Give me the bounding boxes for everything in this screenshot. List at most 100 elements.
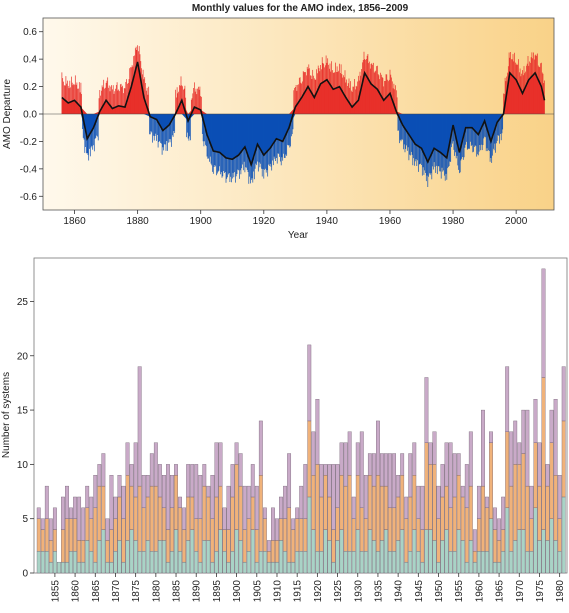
- systems-bar-top: [380, 453, 384, 487]
- systems-bar-middle: [339, 475, 344, 530]
- systems-bar-top: [400, 453, 405, 476]
- systems-bar-middle: [194, 518, 199, 552]
- systems-bar-top: [222, 507, 227, 530]
- systems-bar-middle: [432, 464, 437, 541]
- systems-bar-top: [384, 453, 388, 487]
- amo-y-tick-label: 0.2: [23, 82, 37, 93]
- systems-bar-bottom: [513, 540, 518, 574]
- systems-bar-bottom: [440, 540, 445, 574]
- systems-bar-bottom: [497, 561, 501, 574]
- systems-bar-middle: [311, 475, 316, 530]
- systems-x-tick-label: 1905: [252, 580, 263, 603]
- systems-bar-bottom: [436, 561, 441, 574]
- systems-bar-top: [525, 409, 530, 487]
- systems-y-tick-label: 5: [22, 514, 28, 525]
- systems-bar-top: [436, 485, 441, 519]
- systems-bar-middle: [234, 464, 239, 530]
- systems-bar-middle: [412, 475, 417, 530]
- systems-x-tick-label: 1915: [293, 580, 304, 603]
- systems-bar-top: [210, 475, 215, 519]
- systems-bar-middle: [166, 529, 170, 563]
- systems-bar-middle: [258, 475, 263, 552]
- systems-bar-bottom: [57, 561, 61, 574]
- systems-bar-top: [319, 464, 324, 498]
- systems-bar-top: [226, 485, 231, 530]
- systems-bar-middle: [186, 496, 191, 541]
- systems-bar-middle: [396, 496, 401, 541]
- systems-bars: [36, 268, 566, 574]
- systems-bar-bottom: [521, 529, 526, 574]
- systems-bar-middle: [153, 485, 158, 552]
- systems-bar-bottom: [525, 551, 530, 574]
- systems-bar-bottom: [226, 561, 231, 574]
- systems-bar-middle: [36, 518, 41, 552]
- systems-bar-top: [137, 366, 142, 487]
- systems-bar-bottom: [505, 507, 510, 574]
- systems-bar-middle: [226, 529, 231, 563]
- systems-bar-top: [545, 464, 550, 487]
- systems-bar-top: [481, 409, 485, 487]
- systems-bar-middle: [549, 442, 554, 519]
- systems-bar-bottom: [549, 518, 554, 574]
- systems-bar-middle: [331, 529, 336, 563]
- systems-bar-middle: [529, 518, 534, 552]
- systems-bar-middle: [493, 529, 497, 563]
- systems-bar-bottom: [153, 551, 158, 574]
- systems-bar-bottom: [141, 551, 146, 574]
- systems-bar-top: [428, 442, 433, 465]
- amo-y-tick-label: -0.6: [20, 192, 38, 203]
- systems-bar-top: [396, 475, 401, 498]
- systems-bar-bottom: [476, 551, 481, 574]
- systems-x-tick-label: 1860: [71, 580, 82, 603]
- systems-y-tick-label: 10: [17, 460, 29, 471]
- systems-bar-bottom: [283, 551, 287, 574]
- systems-bar-bottom: [396, 540, 401, 574]
- amo-x-tick-label: 1920: [253, 216, 276, 227]
- systems-bar-middle: [283, 518, 287, 552]
- systems-bar-bottom: [202, 540, 207, 574]
- systems-bar-bottom: [327, 540, 332, 574]
- systems-bar-top: [331, 464, 336, 530]
- systems-bar-bottom: [553, 540, 558, 574]
- systems-bar-middle: [315, 464, 320, 552]
- systems-bar-bottom: [448, 551, 453, 574]
- systems-bar-bottom: [101, 529, 106, 574]
- systems-bar-middle: [541, 377, 546, 530]
- systems-bar-bottom: [347, 551, 352, 574]
- systems-bar-top: [52, 507, 57, 530]
- systems-bar-top: [448, 442, 453, 509]
- amo-smoothed-line: [61, 61, 546, 168]
- systems-bar-top: [44, 485, 49, 519]
- systems-bar-middle: [404, 518, 409, 563]
- systems-bar-middle: [468, 485, 473, 541]
- systems-bar-middle: [553, 475, 558, 541]
- systems-bar-middle: [69, 518, 73, 552]
- systems-bar-middle: [420, 529, 425, 563]
- systems-bar-bottom: [367, 529, 372, 574]
- systems-bar-bottom: [468, 540, 473, 574]
- systems-bar-middle: [89, 518, 94, 552]
- systems-bar-middle: [121, 518, 126, 563]
- systems-bar-top: [493, 507, 497, 530]
- systems-bar-top: [416, 485, 421, 519]
- systems-bar-middle: [178, 507, 182, 552]
- systems-bar-middle: [460, 496, 465, 541]
- systems-x-tick-label: 1930: [353, 580, 364, 603]
- systems-bar-top: [517, 442, 522, 465]
- systems-bar-middle: [254, 529, 259, 563]
- systems-bar-top: [162, 475, 166, 509]
- systems-bar-middle: [52, 529, 57, 552]
- systems-bar-bottom: [533, 507, 538, 574]
- systems-bar-bottom: [424, 529, 429, 574]
- systems-bar-middle: [380, 485, 384, 541]
- systems-bar-top: [307, 344, 312, 422]
- systems-bar-top: [444, 442, 449, 487]
- systems-x-tick-label: 1965: [495, 580, 506, 603]
- systems-bar-bottom: [170, 551, 174, 574]
- systems-bar-top: [267, 540, 271, 552]
- systems-bar-middle: [109, 529, 114, 563]
- amo-y-tick-label: 0.6: [23, 27, 37, 38]
- systems-bar-middle: [117, 496, 122, 541]
- systems-bar-top: [85, 485, 90, 508]
